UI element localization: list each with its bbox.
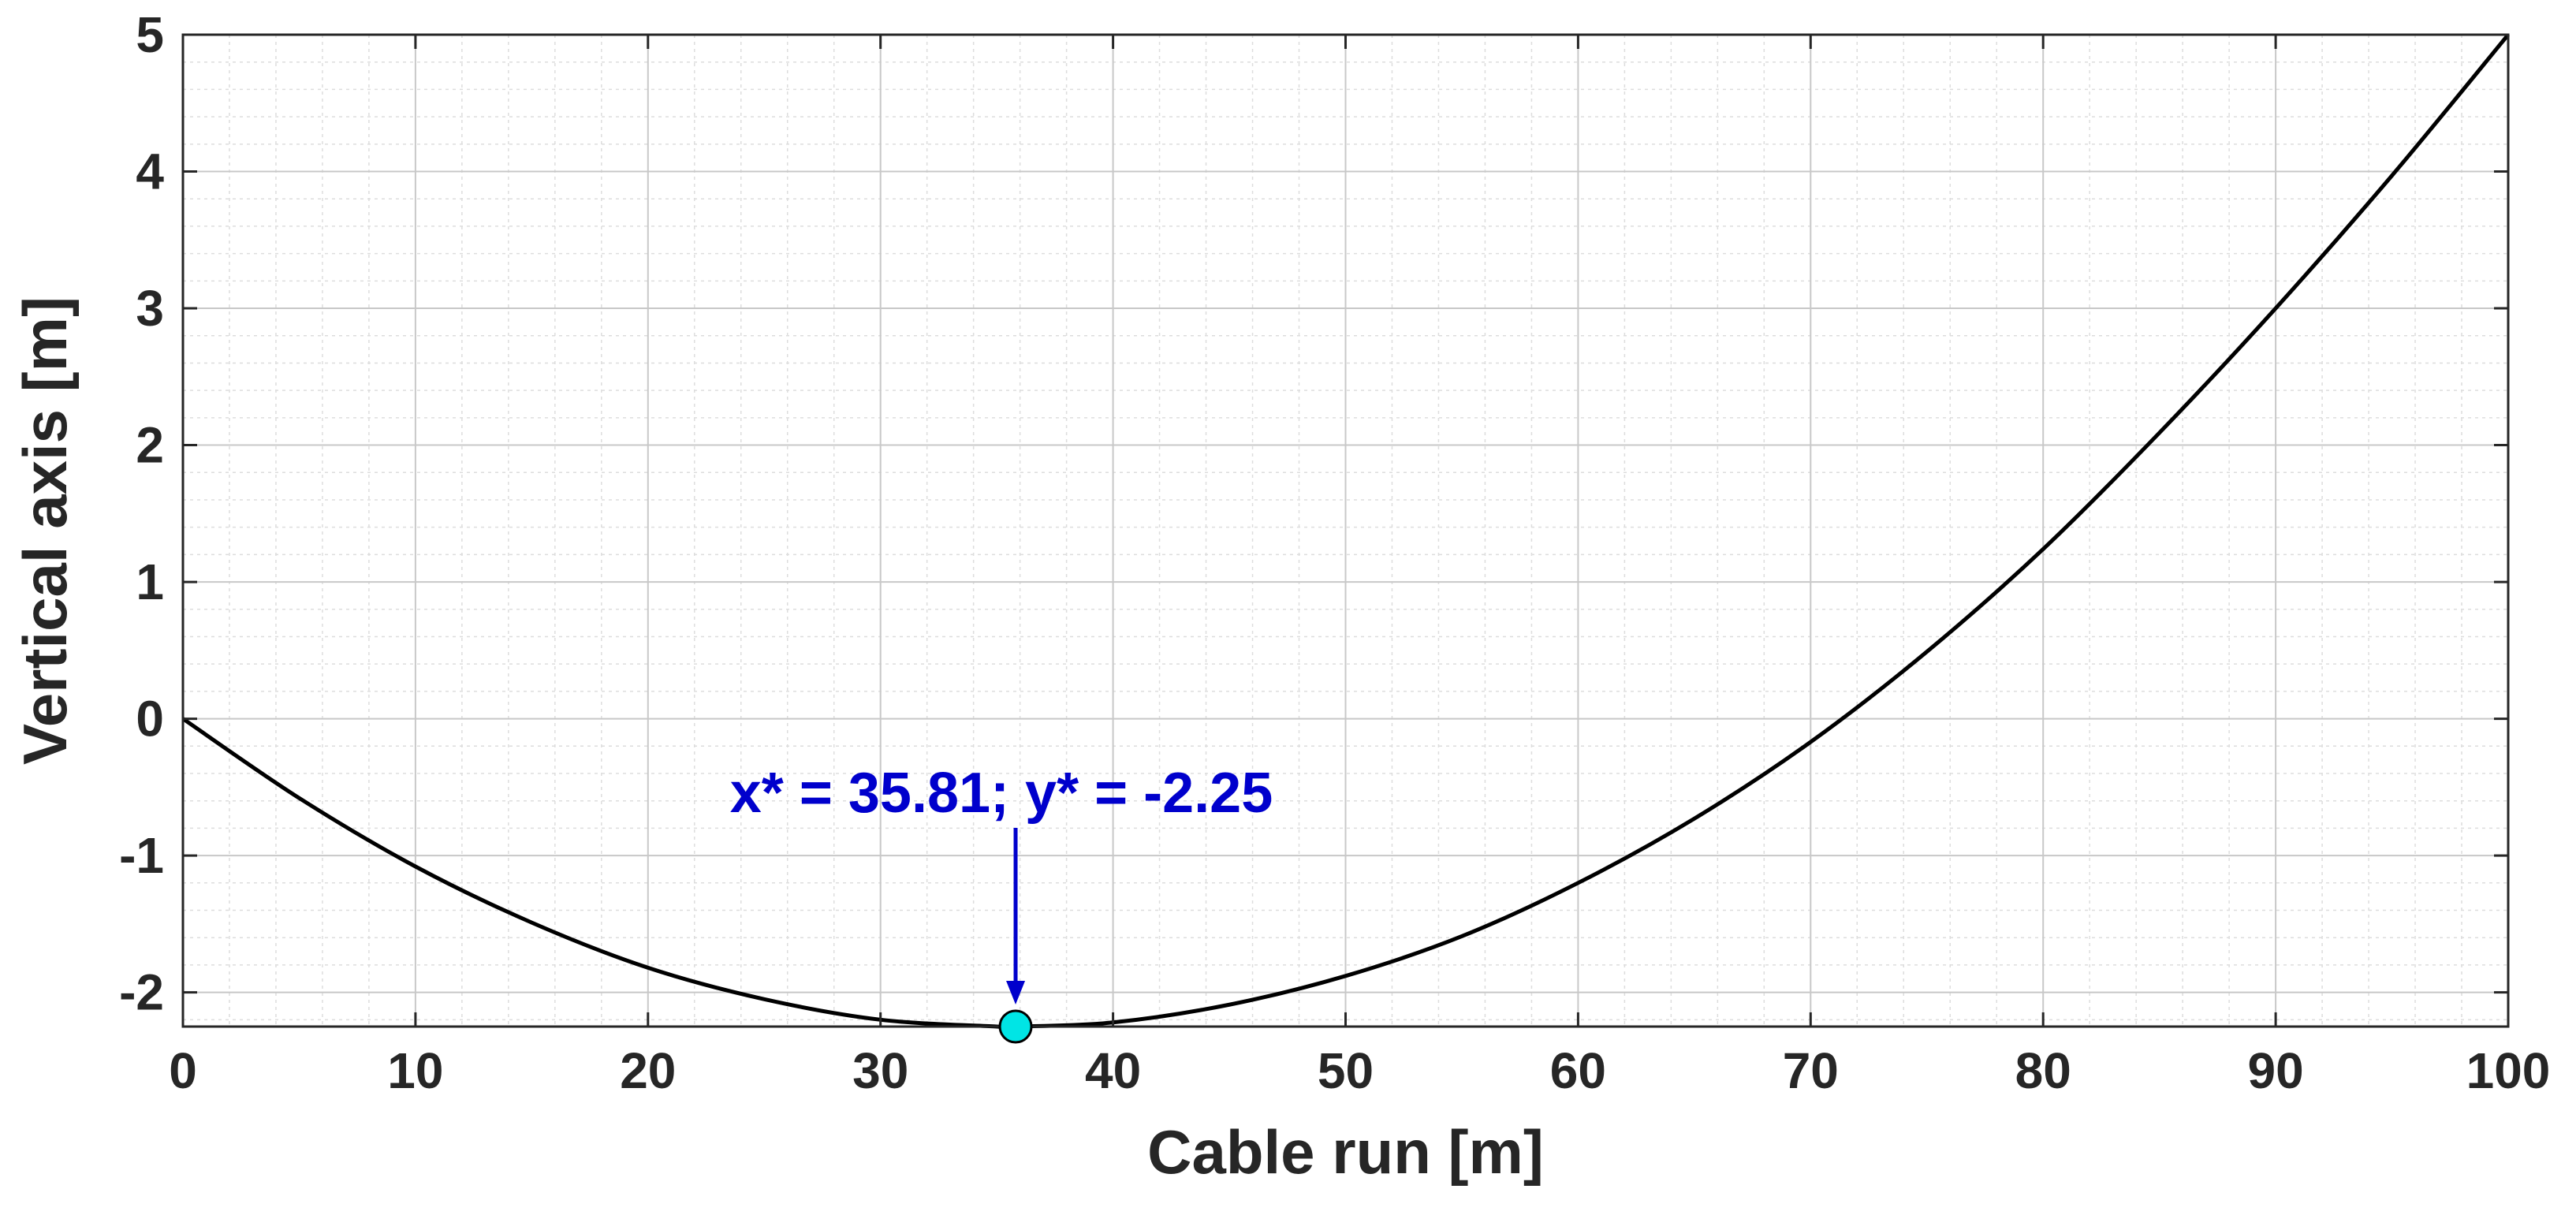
x-tick-label: 60: [1550, 1042, 1606, 1099]
major-grid: [182, 34, 2509, 1027]
y-tick-labels: -2 -1 0 1 2 3 4 5: [119, 6, 164, 1021]
x-tick-label: 40: [1085, 1042, 1141, 1099]
y-tick-label: 4: [136, 143, 164, 200]
y-tick-label: 2: [136, 417, 164, 474]
x-axis-label: Cable run [m]: [1147, 1117, 1544, 1187]
series-layer: [181, 33, 2510, 1030]
y-tick-label: 3: [136, 280, 164, 337]
x-tick-label: 20: [620, 1042, 676, 1099]
x-tick-label: 10: [387, 1042, 443, 1099]
y-tick-label: -1: [119, 827, 164, 884]
y-tick-label: 0: [136, 691, 164, 747]
series-line: [181, 33, 2510, 1030]
annotation-layer: x* = 35.81; y* = -2.25: [730, 762, 1273, 1044]
x-tick-label: 90: [2248, 1042, 2304, 1099]
x-tick-label: 80: [2015, 1042, 2071, 1099]
annotation-arrowhead: [1006, 981, 1026, 1004]
minimum-annotation-label: x* = 35.81; y* = -2.25: [730, 762, 1273, 825]
x-tick-label: 0: [169, 1042, 197, 1099]
y-tick-label: 1: [136, 553, 164, 610]
x-tick-label: 70: [1783, 1042, 1839, 1099]
minimum-point-marker: [998, 1009, 1033, 1044]
tick-marks: [181, 33, 2510, 1027]
x-tick-label: 50: [1318, 1042, 1374, 1099]
y-tick-label: 5: [136, 6, 164, 63]
x-tick-label: 100: [2466, 1042, 2551, 1099]
y-axis-label: Vertical axis [m]: [10, 296, 80, 765]
x-tick-labels: 0 10 20 30 40 50 60 70 80 90 100: [169, 1042, 2550, 1099]
x-tick-label: 30: [852, 1042, 908, 1099]
y-tick-label: -2: [119, 964, 164, 1021]
